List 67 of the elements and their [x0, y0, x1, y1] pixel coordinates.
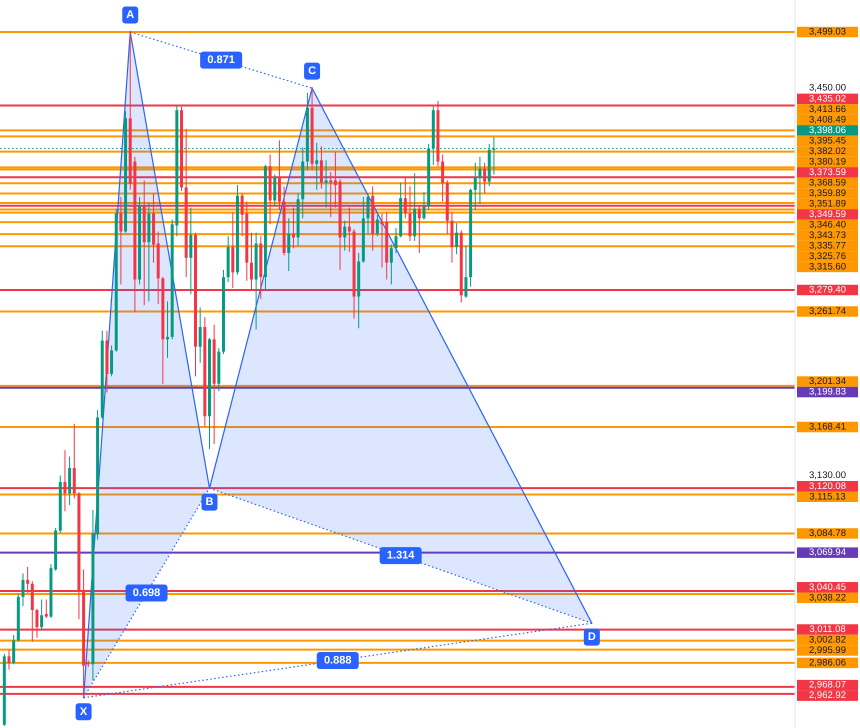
ref-line-label: 3,368.59 [809, 177, 846, 188]
ref-line-label: 3,346.40 [809, 219, 846, 230]
data-label: D [588, 631, 596, 644]
ref-line-label: 3,261.74 [809, 306, 846, 317]
candlestick [8, 649, 10, 670]
ref-line-label: 3,435.02 [809, 93, 846, 104]
annotation: 1.314 [386, 550, 416, 562]
candlestick [343, 220, 346, 252]
ref-line-label: 3,359.89 [809, 188, 846, 199]
data-label: B [206, 496, 214, 508]
annotation: 0.698 [132, 586, 160, 599]
ref-line-label: 3,499.03 [809, 26, 846, 38]
candlestick [198, 307, 202, 364]
ref-line-label: 3,351.89 [809, 198, 846, 210]
ref-line-label: 3,382.02 [809, 146, 846, 157]
candlestick [394, 227, 398, 254]
candlestick [166, 300, 170, 358]
candlestick [12, 634, 16, 665]
data-label: C [308, 65, 316, 78]
ref-line-label: 3,343.73 [809, 230, 846, 241]
ref-line-label: 3,201.34 [809, 376, 846, 388]
ref-line-label: 3,325.76 [809, 250, 846, 262]
annotation: 0.888 [324, 654, 352, 666]
ref-line-label: 3,040.45 [809, 582, 846, 593]
ref-line-label: 3,395.45 [809, 135, 846, 146]
candlestick [189, 207, 192, 295]
ref-line-label: 3,373.59 [809, 166, 846, 178]
ref-line-label: 3,349.59 [809, 208, 846, 220]
data-label: A [126, 9, 134, 22]
ref-line-label: 2,962.92 [809, 690, 846, 702]
candlestick [40, 599, 44, 630]
candlestick [464, 245, 468, 298]
ref-line-label: 3,084.78 [809, 528, 846, 539]
ref-line-label: 3,199.83 [809, 386, 846, 398]
ref-line-label: 3,398.06 [809, 124, 846, 136]
candlestick [44, 599, 48, 618]
candlestick [110, 344, 114, 377]
candlestick [455, 222, 458, 255]
ref-line-label: 3,408.49 [809, 114, 846, 126]
ref-line-label: 2,995.99 [809, 644, 846, 656]
ref-line-label: 2,986.06 [809, 657, 846, 668]
candlestick [478, 156, 482, 205]
candlestick [390, 244, 393, 285]
y-tick-label: 3,130.00 [809, 470, 846, 482]
candlestick [21, 572, 24, 607]
ref-line-label: 3,069.94 [809, 547, 846, 558]
data-label: X [80, 706, 88, 718]
candlestick [273, 174, 276, 207]
ref-line-label: 3,413.66 [809, 104, 846, 115]
ref-line-label: 3,115.13 [809, 491, 846, 502]
ref-line-label: 3,002.82 [809, 634, 846, 646]
candlestick [422, 192, 426, 220]
annotation: 0.871 [207, 54, 235, 66]
ref-line-label: 3,380.19 [809, 156, 846, 168]
ref-line-label: 3,168.41 [809, 422, 846, 433]
ref-line-label: 3,315.60 [809, 261, 846, 272]
ref-line-label: 3,279.40 [809, 284, 846, 296]
ref-line-label: 2,968.07 [809, 680, 846, 691]
y-tick-label: 3,450.00 [809, 82, 846, 94]
ref-line-label: 3,038.22 [809, 592, 846, 604]
candlestick [376, 214, 379, 237]
candlestick [366, 192, 370, 234]
candlestick [380, 213, 384, 268]
candlestick [474, 162, 477, 210]
ref-line-label: 3,011.08 [809, 624, 846, 635]
ref-line-label: 3,120.08 [809, 480, 846, 492]
ref-line-label: 3,335.77 [809, 240, 846, 252]
